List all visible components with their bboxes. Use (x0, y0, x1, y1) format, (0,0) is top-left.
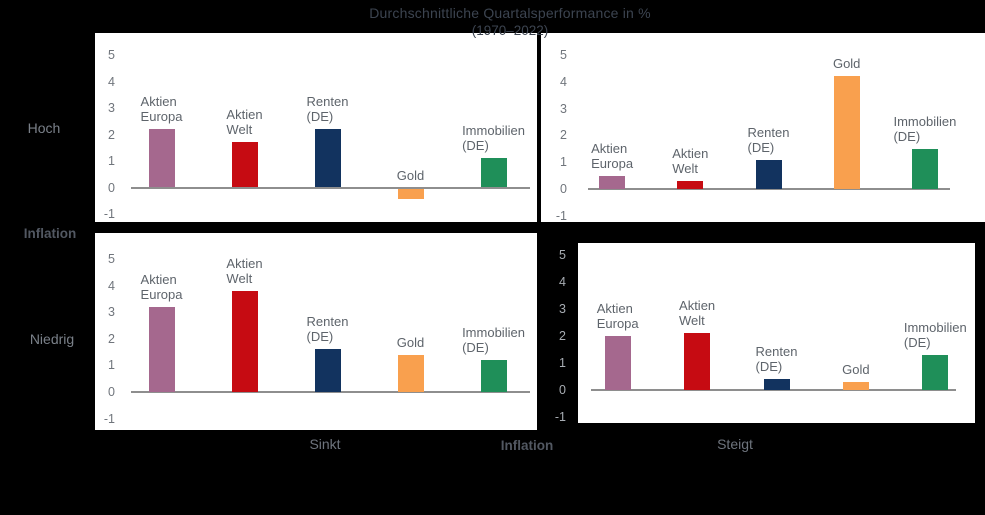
bar-aktien-europa (148, 306, 175, 392)
bar-aktien-welt (684, 333, 711, 390)
y-tick-label: 0 (560, 182, 567, 196)
bar-label-gold: Gold (832, 56, 861, 72)
y-tick-label: 2 (560, 128, 567, 143)
bar-aktien-europa (148, 129, 175, 188)
x-axis-line (588, 188, 950, 190)
row-label-niedrig: Niedrig (29, 331, 75, 347)
bar-renten-de (314, 349, 341, 392)
y-tick-label: 0 (108, 385, 115, 399)
y-tick-label: 1 (559, 356, 566, 370)
x-axis-line (591, 389, 956, 391)
bar-gold (397, 354, 424, 392)
bar-label-aktien-europa: Aktien Europa (140, 271, 183, 302)
chart-title-subtitle: (1970–2022) (471, 23, 549, 38)
bar-gold (833, 76, 860, 189)
bar-immobilien-de (480, 158, 507, 188)
bar-renten-de (314, 129, 341, 188)
y-tick-label: 2 (559, 329, 566, 343)
y-tick-label: -1 (103, 207, 115, 221)
bar-label-gold: Gold (396, 334, 425, 350)
col-label-sinkt: Sinkt (309, 436, 341, 452)
y-tick-label: 3 (559, 302, 566, 316)
y-tick-label: 5 (560, 48, 567, 62)
y-tick-label: -1 (555, 208, 567, 223)
bar-label-renten-de: Renten (DE) (306, 94, 349, 125)
bar-gold (397, 188, 424, 200)
y-tick-label: -1 (103, 411, 115, 426)
y-tick-label: 3 (560, 101, 567, 116)
bar-label-aktien-europa: Aktien Europa (591, 140, 634, 171)
bar-label-aktien-europa: Aktien Europa (140, 94, 183, 125)
x-axis-line (131, 186, 530, 189)
chart-panel-hoch-sinkt: 5 4 3 2 1 0 -1 Aktien Europa Aktien Welt Renten (… (95, 33, 537, 222)
bar-label-immobilien-de: Immobilien (DE) (462, 123, 525, 154)
bar-label-immobilien-de: Immobilien (DE) (893, 113, 957, 144)
bar-aktien-europa (599, 175, 626, 189)
y-tick-label: 2 (108, 331, 115, 346)
y-tick-label: 5 (108, 252, 115, 266)
chart-title: Durchschnittliche Quartalsperformance in… (160, 5, 860, 38)
bar-aktien-europa (604, 336, 631, 390)
bar-aktien-welt (231, 142, 258, 188)
y-tick-label: 4 (560, 74, 567, 89)
chart-panel-niedrig-sinkt: 5 4 3 2 1 0 -1 Aktien Europa Aktien Welt Renten (… (95, 233, 537, 430)
y-tick-label: 3 (108, 101, 115, 115)
y-tick-label: 1 (108, 154, 115, 168)
bar-gold (842, 381, 869, 390)
bar-label-gold: Gold (842, 361, 870, 377)
bar-aktien-welt (231, 290, 258, 392)
bar-aktien-welt (677, 180, 704, 189)
bar-renten-de (763, 379, 790, 390)
y-tick-label: 4 (108, 278, 115, 293)
bar-label-gold: Gold (396, 167, 425, 183)
row-axis-title-inflation: Inflation (23, 226, 77, 241)
y-tick-label: 0 (559, 383, 566, 397)
bar-label-aktien-welt: Aktien Welt (226, 107, 263, 138)
bar-label-immobilien-de: Immobilien (DE) (903, 319, 967, 350)
bar-immobilien-de (911, 148, 938, 189)
bar-label-immobilien-de: Immobilien (DE) (462, 325, 525, 356)
col-label-steigt: Steigt (717, 436, 753, 452)
x-axis-line (131, 391, 530, 393)
bar-immobilien-de (922, 354, 949, 390)
y-tick-label: 4 (559, 275, 566, 289)
bar-renten-de (755, 159, 782, 189)
bar-immobilien-de (480, 360, 507, 392)
y-tick-label: 0 (108, 180, 115, 195)
col-axis-title-inflation: Inflation (500, 438, 554, 453)
chart-panel-niedrig-steigt: Aktien Europa Aktien Welt Renten (DE) Gold I… (578, 243, 975, 423)
y-tick-label: 5 (108, 48, 115, 62)
bar-label-aktien-welt: Aktien Welt (672, 145, 709, 176)
y-tick-label: 1 (560, 155, 567, 170)
y-tick-label: 4 (108, 74, 115, 89)
bar-label-aktien-europa: Aktien Europa (596, 301, 639, 331)
chart-title-line1: Durchschnittliche Quartalsperformance in… (369, 5, 651, 21)
bar-label-renten-de: Renten (DE) (306, 314, 349, 345)
bar-label-renten-de: Renten (DE) (755, 344, 798, 375)
y-tick-label: 3 (108, 305, 115, 320)
row-label-hoch: Hoch (27, 120, 61, 136)
y-tick-label: 5 (559, 248, 566, 262)
bar-label-aktien-welt: Aktien Welt (226, 255, 263, 286)
bar-label-aktien-welt: Aktien Welt (679, 298, 716, 329)
y-tick-label: -1 (554, 410, 566, 424)
chart-panel-hoch-steigt: 5 4 3 2 1 0 -1 Aktien Europa Aktien Welt Renten (… (541, 33, 985, 223)
y-tick-label: 2 (108, 127, 115, 142)
y-tick-label: 1 (108, 358, 115, 373)
bar-label-renten-de: Renten (DE) (747, 124, 790, 155)
